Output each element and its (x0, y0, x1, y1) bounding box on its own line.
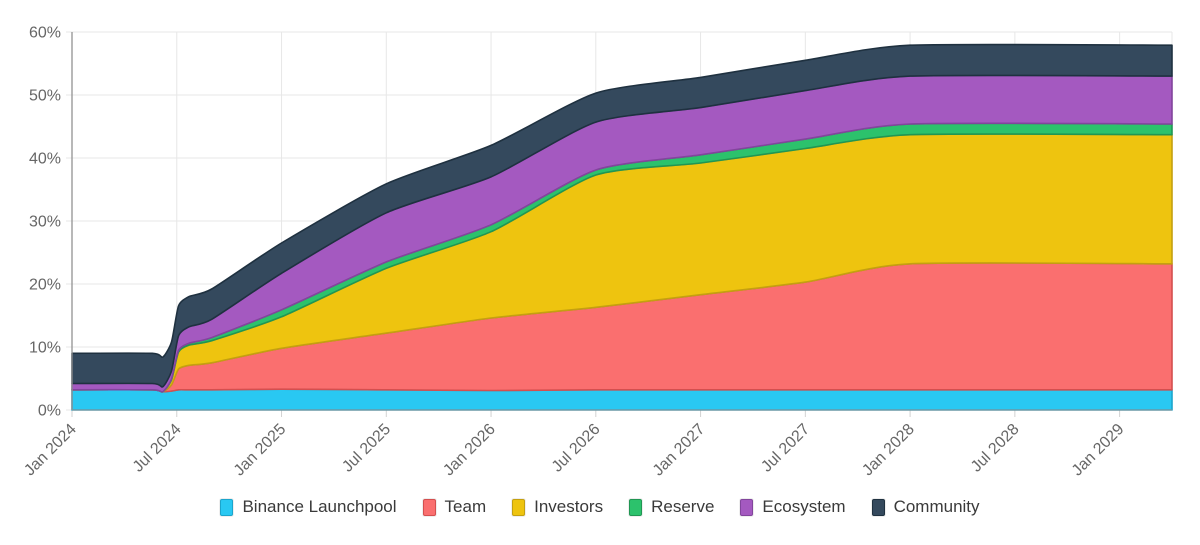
legend-label-community: Community (893, 497, 980, 516)
y-tick-label-20: 20% (29, 277, 61, 294)
legend-item-investors[interactable]: Investors (512, 496, 603, 518)
x-tick-label-7: Jul 2027 (758, 421, 813, 476)
legend-swatch-community (871, 498, 885, 516)
y-tick-label-30: 30% (29, 214, 61, 231)
legend-label-investors: Investors (534, 497, 604, 516)
stacked-areas (71, 43, 1173, 411)
y-tick-label-0: 0% (38, 403, 61, 420)
x-tick-label-9: Jul 2028 (968, 421, 1023, 476)
legend-item-reserve[interactable]: Reserve (629, 496, 714, 518)
x-tick-label-3: Jul 2025 (339, 421, 394, 476)
y-tick-label-10: 10% (29, 340, 61, 357)
legend-label-team: Team (444, 497, 487, 516)
legend-swatch-binance-launchpool (220, 498, 234, 516)
legend-swatch-team (422, 498, 436, 516)
x-tick-label-5: Jul 2026 (549, 421, 604, 476)
x-tick-label-0: Jan 2024 (21, 421, 80, 480)
axes (71, 32, 1172, 411)
x-tick-label-8: Jan 2028 (859, 421, 918, 480)
legend-item-community[interactable]: Community (871, 496, 980, 518)
y-tick-label-40: 40% (29, 151, 61, 168)
chart-legend: Binance Launchpool Team Investors Reserve Ec… (0, 496, 1200, 518)
area-binance-launchpool (71, 388, 1173, 411)
x-axis-labels: Jan 2024 Jul 2024 Jan 2025 Jul 2025 Jan 2026… (21, 421, 1127, 480)
legend-label-binance-launchpool: Binance Launchpool (242, 497, 397, 516)
y-tick-label-50: 50% (29, 88, 61, 105)
x-tick-label-4: Jan 2026 (440, 421, 499, 480)
chart-canvas[interactable]: 0%10%20%30%40%50%60%Jan 2024 Jul 2024 Jan … (0, 0, 1200, 492)
x-tick-label-6: Jan 2027 (650, 421, 709, 480)
y-axis-labels: 0% 10% 20% 30% 40% 50% 60% (29, 25, 61, 420)
legend-item-ecosystem[interactable]: Ecosystem (740, 496, 846, 518)
legend-label-ecosystem: Ecosystem (762, 497, 846, 516)
legend-swatch-investors (512, 498, 526, 516)
x-tick-label-1: Jul 2024 (130, 421, 185, 476)
legend-swatch-reserve (629, 498, 643, 516)
legend-item-binance-launchpool[interactable]: Binance Launchpool (220, 496, 397, 518)
x-tick-label-2: Jan 2025 (231, 421, 290, 480)
legend-label-reserve: Reserve (651, 497, 715, 516)
x-tick-label-10: Jan 2029 (1069, 421, 1128, 480)
area-community (71, 43, 1173, 388)
y-tick-label-60: 60% (29, 25, 61, 42)
legend-item-team[interactable]: Team (422, 496, 487, 518)
legend-swatch-ecosystem (740, 498, 754, 516)
